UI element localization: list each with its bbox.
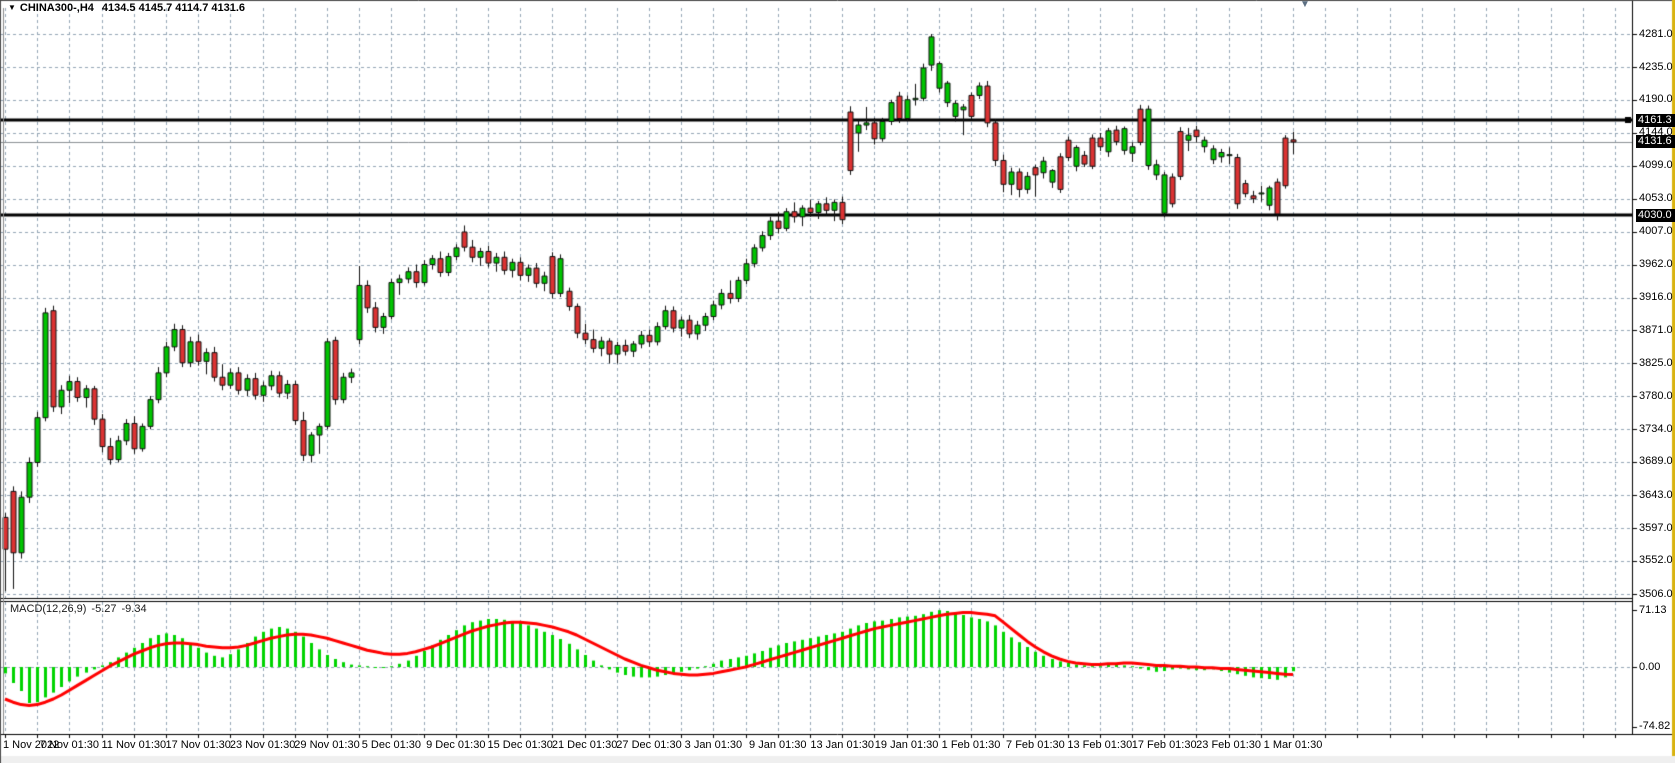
price-axis-label: 3962.0 bbox=[1639, 258, 1673, 270]
time-axis-label: 19 Jan 01:30 bbox=[874, 739, 939, 751]
time-axis-label: 7 Feb 01:30 bbox=[1006, 739, 1065, 751]
time-axis-label: 17 Feb 01:30 bbox=[1131, 739, 1197, 751]
time-axis-label: 23 Nov 01:30 bbox=[229, 739, 296, 751]
price-axis-label: 4235.0 bbox=[1639, 60, 1673, 73]
price-axis-label: 3689.0 bbox=[1639, 455, 1673, 468]
price-tag-support: 4030.0 bbox=[1636, 208, 1675, 222]
indicator-name: MACD(12,26,9) bbox=[10, 603, 87, 615]
ohlc-values: 4134.5 4145.7 4114.7 4131.6 bbox=[101, 2, 246, 14]
time-axis-label: 7 Nov 01:30 bbox=[39, 739, 100, 751]
macd-axis-zero-label: 0.00 bbox=[1639, 660, 1661, 673]
price-axis-label: 3643.0 bbox=[1639, 488, 1673, 501]
time-axis-label: 1 Nov 2022 bbox=[3, 739, 60, 751]
time-axis-label: 9 Jan 01:30 bbox=[749, 739, 807, 751]
price-axis-label: 3825.0 bbox=[1639, 356, 1673, 369]
price-axis-label: 3780.0 bbox=[1639, 389, 1673, 402]
price-axis-label: 4281.0 bbox=[1639, 27, 1673, 40]
price-axis-label: 4099.0 bbox=[1639, 159, 1673, 171]
time-axis-label: 29 Nov 01:30 bbox=[294, 739, 360, 751]
chart-title: ▼ CHINA300-,H4 4134.5 4145.7 4114.7 4131.6 bbox=[8, 2, 245, 14]
time-axis-label: 11 Nov 01:30 bbox=[101, 739, 167, 751]
price-axis-label: 3506.0 bbox=[1639, 587, 1673, 600]
time-axis-label: 1 Feb 01:30 bbox=[941, 739, 1001, 751]
time-axis-label: 5 Dec 01:30 bbox=[361, 739, 422, 751]
price-axis-label: 4190.0 bbox=[1639, 93, 1673, 106]
time-axis-label: 3 Jan 01:30 bbox=[684, 739, 743, 751]
indicator-macd-value: -5.27 bbox=[91, 603, 117, 615]
time-axis-label: 27 Dec 01:30 bbox=[616, 739, 682, 751]
time-axis-label: 13 Feb 01:30 bbox=[1067, 739, 1133, 751]
time-axis-label: 21 Dec 01:30 bbox=[551, 739, 618, 751]
price-axis-label: 3916.0 bbox=[1639, 291, 1673, 304]
time-axis-label: 1 Mar 01:30 bbox=[1263, 739, 1323, 751]
price-tag-resistance: 4161.3 bbox=[1636, 113, 1675, 127]
time-axis-label: 17 Nov 01:30 bbox=[165, 739, 231, 751]
time-axis-label: 9 Dec 01:30 bbox=[426, 739, 486, 751]
price-axis-label: 3552.0 bbox=[1639, 554, 1673, 567]
price-axis-label: 3597.0 bbox=[1639, 521, 1673, 534]
macd-axis-max-label: 71.13 bbox=[1639, 603, 1667, 616]
indicator-label: MACD(12,26,9) -5.27 -9.34 bbox=[10, 603, 152, 615]
indicator-signal-value: -9.34 bbox=[121, 603, 147, 615]
macd-axis-min-label: -74.82 bbox=[1639, 720, 1671, 733]
price-axis-label: 4007.0 bbox=[1639, 225, 1673, 238]
price-axis-label: 3734.0 bbox=[1639, 422, 1673, 435]
price-axis-label: 4053.0 bbox=[1639, 192, 1673, 205]
symbol-timeframe-label: CHINA300-,H4 bbox=[19, 2, 94, 14]
time-axis-label: 23 Feb 01:30 bbox=[1196, 739, 1262, 751]
chart-shift-marker-icon[interactable]: ▼ bbox=[1300, 0, 1310, 10]
price-tag-bid: 4131.6 bbox=[1636, 135, 1675, 149]
time-axis-label: 13 Jan 01:30 bbox=[810, 739, 874, 751]
symbol-dropdown-icon[interactable]: ▼ bbox=[8, 3, 16, 12]
price-axis-label: 3871.0 bbox=[1639, 323, 1673, 336]
time-axis-label: 15 Dec 01:30 bbox=[487, 739, 553, 751]
